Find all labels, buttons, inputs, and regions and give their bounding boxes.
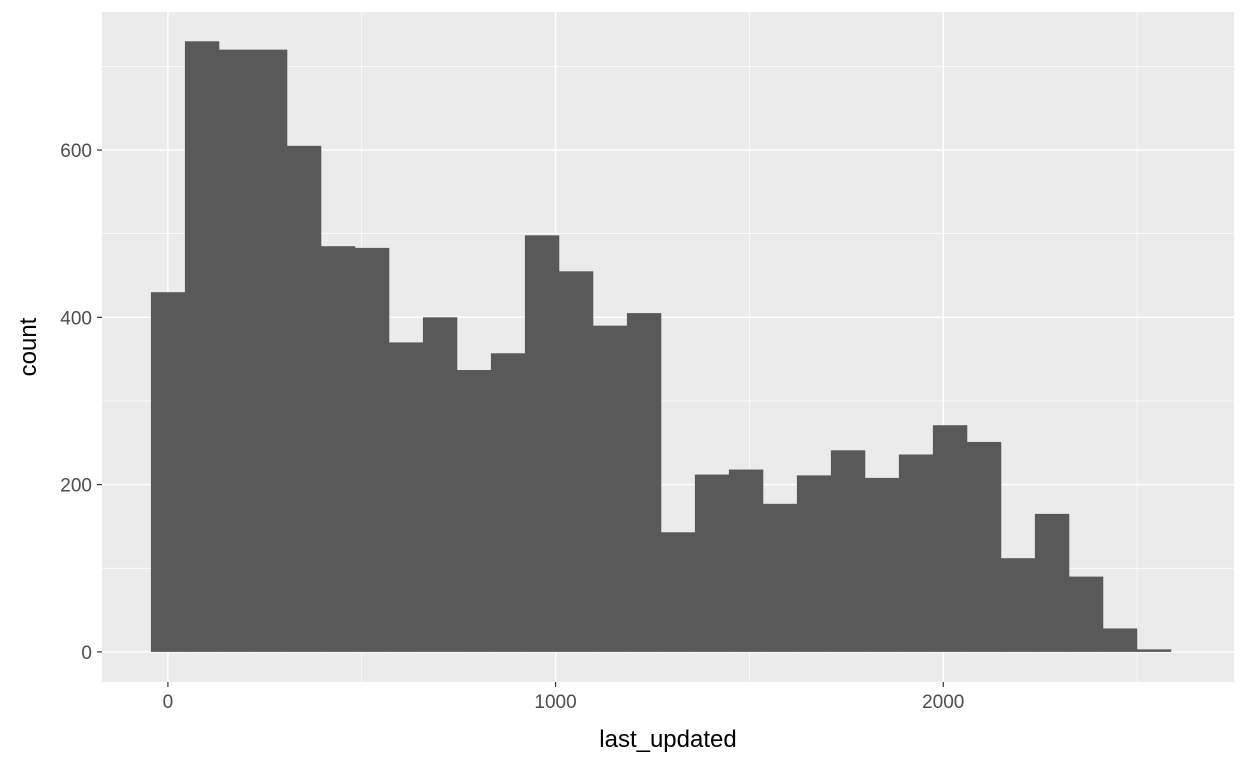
histogram-bar [1068, 576, 1104, 652]
histogram-bar [524, 235, 560, 652]
y-tick-label: 400 [60, 308, 92, 329]
histogram-bars [150, 41, 1172, 652]
y-tick-label: 200 [60, 476, 92, 497]
histogram-bar [762, 503, 798, 652]
histogram-bar [422, 317, 458, 652]
histogram-bar [490, 353, 526, 652]
histogram-bar [286, 145, 322, 652]
y-tick-label: 0 [81, 643, 92, 664]
x-axis-title: last_updated [599, 726, 736, 753]
histogram-bar [864, 477, 900, 652]
histogram-bar [184, 41, 220, 652]
y-axis-ticks: 0 200 400 600 [60, 141, 102, 664]
histogram-bar [1034, 513, 1070, 652]
histogram-bar [592, 325, 628, 652]
histogram-bar [252, 49, 288, 652]
y-axis-title: count [15, 317, 42, 376]
histogram-bar [626, 313, 662, 652]
histogram-bar [1136, 649, 1172, 652]
x-axis-ticks: 0 1000 2000 [163, 682, 964, 713]
histogram-bar [150, 292, 186, 652]
x-tick-label: 0 [163, 692, 174, 713]
histogram-bar [354, 247, 390, 652]
histogram-bar [694, 474, 730, 652]
histogram-bar [728, 469, 764, 652]
histogram-bar [1102, 628, 1138, 652]
y-tick-label: 600 [60, 141, 92, 162]
x-tick-label: 2000 [922, 692, 964, 713]
histogram-bar [830, 450, 866, 652]
histogram-bar [320, 246, 356, 652]
histogram-bar [456, 370, 492, 652]
histogram-bar [796, 475, 832, 652]
histogram-bar [388, 342, 424, 652]
histogram-bar [932, 425, 968, 652]
histogram-bar [218, 49, 254, 652]
histogram-bar [660, 532, 696, 652]
histogram-bar [966, 441, 1002, 652]
histogram-bar [898, 454, 934, 652]
histogram-bar [1000, 558, 1036, 652]
histogram-bar [558, 271, 594, 652]
x-tick-label: 1000 [534, 692, 576, 713]
